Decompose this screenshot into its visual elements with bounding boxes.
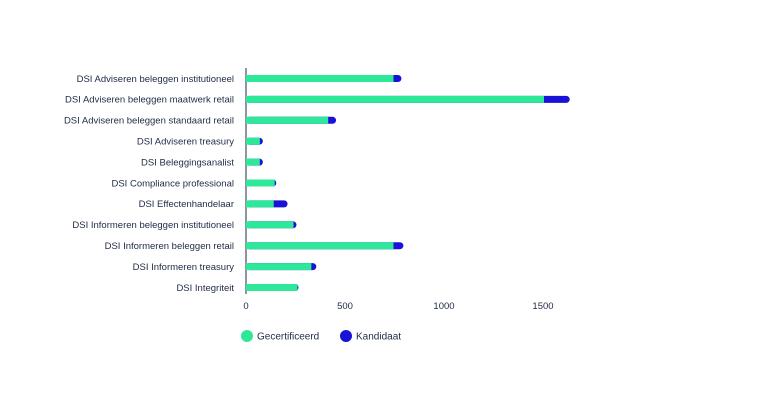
bar-gecertificeerd bbox=[246, 95, 544, 103]
category-label: DSI Informeren treasury bbox=[133, 262, 235, 273]
x-tick-label: 1000 bbox=[433, 301, 454, 312]
bar-gecertificeerd bbox=[246, 284, 298, 291]
bar-gecertificeerd bbox=[246, 75, 394, 82]
category-label: DSI Adviseren beleggen maatwerk retail bbox=[65, 95, 234, 106]
bar-gecertificeerd bbox=[246, 263, 312, 271]
legend-label: Kandidaat bbox=[356, 332, 401, 343]
x-tick-label: 0 bbox=[243, 301, 248, 312]
bar-gecertificeerd bbox=[246, 221, 294, 229]
category-label: DSI Adviseren beleggen institutioneel bbox=[77, 74, 234, 85]
legend-swatch bbox=[340, 330, 352, 342]
legend: Gecertificeerd Kandidaat bbox=[241, 330, 401, 343]
bar-gecertificeerd bbox=[246, 158, 260, 166]
category-label: DSI Integriteit bbox=[176, 283, 234, 294]
category-label: DSI Effectenhandelaar bbox=[139, 199, 234, 210]
bars bbox=[246, 75, 570, 291]
bar-gecertificeerd bbox=[246, 137, 260, 145]
bar-gecertificeerd bbox=[246, 200, 274, 208]
category-labels: DSI Adviseren beleggen institutioneel DSI… bbox=[64, 74, 234, 294]
category-label: DSI Compliance professional bbox=[111, 178, 234, 189]
x-tick-label: 500 bbox=[337, 301, 353, 312]
category-label: DSI Adviseren beleggen standaard retail bbox=[64, 116, 234, 127]
x-axis-ticks: 0 500 1000 1500 bbox=[243, 301, 553, 312]
category-label: DSI Adviseren treasury bbox=[137, 137, 234, 148]
bar-gecertificeerd bbox=[246, 116, 329, 124]
category-label: DSI Informeren beleggen retail bbox=[105, 241, 234, 252]
legend-label: Gecertificeerd bbox=[257, 332, 319, 343]
x-tick-label: 1500 bbox=[532, 301, 553, 312]
bar-gecertificeerd bbox=[246, 179, 275, 187]
legend-swatch bbox=[241, 330, 253, 342]
category-label: DSI Informeren beleggen institutioneel bbox=[72, 220, 234, 231]
bar-gecertificeerd bbox=[246, 242, 394, 250]
category-label: DSI Beleggingsanalist bbox=[141, 157, 234, 168]
